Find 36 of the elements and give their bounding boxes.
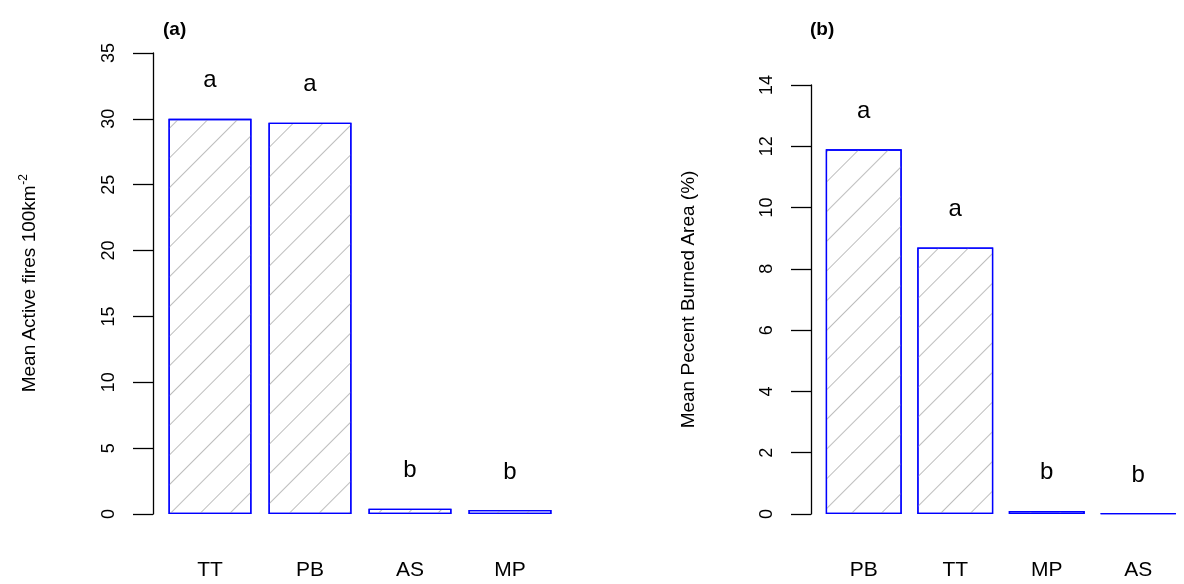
annotation: a	[203, 65, 218, 93]
annotation: b	[503, 456, 517, 484]
x-tick-label: MP	[1031, 557, 1063, 580]
annotation: b	[1131, 459, 1145, 487]
x-tick-label: MP	[494, 557, 526, 580]
y-tick-label: 15	[98, 306, 118, 327]
annotation: a	[857, 95, 872, 123]
y-tick-label: 20	[98, 240, 118, 261]
y-tick-label: 4	[756, 386, 776, 397]
annotation: a	[303, 69, 318, 97]
x-tick-label: AS	[395, 557, 425, 580]
y-tick-label: 10	[756, 197, 776, 218]
x-tick-label: PB	[295, 557, 325, 580]
y-tick-label: 12	[756, 136, 776, 157]
y-tick-label: 10	[98, 372, 118, 393]
y-axis-title: Mean Active fires 100km-2	[16, 173, 39, 393]
x-tick-label: TT	[942, 557, 969, 580]
x-tick-label: TT	[197, 557, 223, 580]
annotation: b	[403, 455, 417, 483]
y-tick-label: 35	[98, 42, 118, 64]
y-tick-label: 8	[756, 263, 776, 274]
y-tick-label: 0	[98, 508, 118, 520]
y-tick-label: 14	[756, 74, 776, 96]
chart-title: (a)	[163, 18, 187, 39]
x-tick-label: AS	[1124, 557, 1153, 580]
annotation: a	[948, 193, 963, 221]
y-tick-label: 6	[756, 325, 776, 336]
y-tick-label: 25	[98, 174, 118, 195]
y-tick-label: 2	[756, 447, 776, 458]
y-tick-label: 30	[98, 108, 118, 129]
x-tick-label: PB	[849, 557, 878, 580]
annotation: b	[1040, 457, 1054, 485]
y-tick-label: 5	[98, 443, 118, 454]
y-axis-title: Mean Pecent Burned Area (%)	[677, 170, 698, 429]
chart-title: (b)	[810, 18, 835, 39]
y-tick-label: 0	[756, 508, 776, 520]
